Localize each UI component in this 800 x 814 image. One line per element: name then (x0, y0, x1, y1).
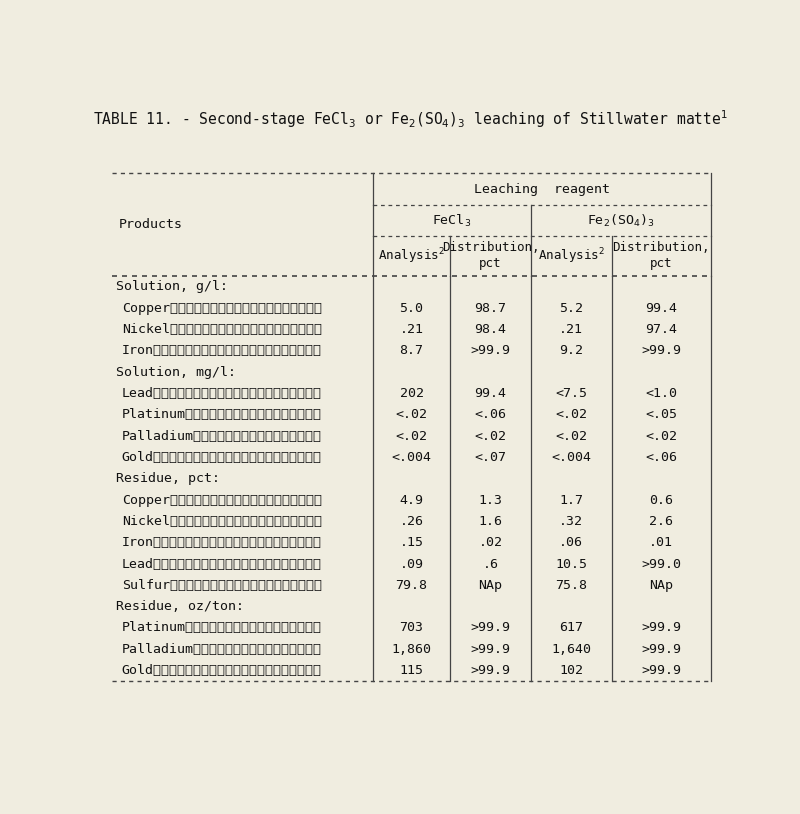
Text: 98.4: 98.4 (474, 323, 506, 336)
Text: 1.6: 1.6 (478, 515, 502, 528)
Text: Platinum․․․․․․․․․․․․․․․․․: Platinum․․․․․․․․․․․․․․․․․ (122, 409, 322, 422)
Text: Platinum․․․․․․․․․․․․․․․․․: Platinum․․․․․․․․․․․․․․․․․ (122, 621, 322, 634)
Text: >99.0: >99.0 (641, 558, 681, 571)
Text: >99.9: >99.9 (470, 664, 510, 677)
Text: 98.7: 98.7 (474, 302, 506, 315)
Text: <1.0: <1.0 (645, 387, 677, 400)
Text: .26: .26 (399, 515, 423, 528)
Text: .15: .15 (399, 536, 423, 549)
Text: 5.0: 5.0 (399, 302, 423, 315)
Text: Lead․․․․․․․․․․․․․․․․․․․․․: Lead․․․․․․․․․․․․․․․․․․․․․ (122, 558, 322, 571)
Text: >99.9: >99.9 (641, 344, 681, 357)
Text: Copper․․․․․․․․․․․․․․․․․․․: Copper․․․․․․․․․․․․․․․․․․․ (122, 302, 322, 315)
Text: Residue, oz/ton:: Residue, oz/ton: (115, 600, 243, 613)
Text: 0.6: 0.6 (649, 493, 673, 506)
Text: .21: .21 (399, 323, 423, 336)
Text: FeCl$_3$: FeCl$_3$ (432, 212, 471, 229)
Text: 617: 617 (559, 621, 583, 634)
Text: Distribution,
pct: Distribution, pct (612, 242, 710, 270)
Text: .32: .32 (559, 515, 583, 528)
Text: 8.7: 8.7 (399, 344, 423, 357)
Text: 2.6: 2.6 (649, 515, 673, 528)
Text: Palladium․․․․․․․․․․․․․․․․: Palladium․․․․․․․․․․․․․․․․ (122, 430, 322, 443)
Text: 1.3: 1.3 (478, 493, 502, 506)
Text: 102: 102 (559, 664, 583, 677)
Text: Solution, mg/l:: Solution, mg/l: (115, 365, 235, 379)
Text: Iron․․․․․․․․․․․․․․․․․․․․․: Iron․․․․․․․․․․․․․․․․․․․․․ (122, 344, 322, 357)
Text: .21: .21 (559, 323, 583, 336)
Text: Lead․․․․․․․․․․․․․․․․․․․․․: Lead․․․․․․․․․․․․․․․․․․․․․ (122, 387, 322, 400)
Text: Solution, g/l:: Solution, g/l: (115, 281, 227, 294)
Text: Nickel․․․․․․․․․․․․․․․․․․․: Nickel․․․․․․․․․․․․․․․․․․․ (122, 323, 322, 336)
Text: .09: .09 (399, 558, 423, 571)
Text: 9.2: 9.2 (559, 344, 583, 357)
Text: >99.9: >99.9 (641, 621, 681, 634)
Text: <.02: <.02 (645, 430, 677, 443)
Text: Analysis$^2$: Analysis$^2$ (538, 246, 605, 265)
Text: Fe$_2$(SO$_4$)$_3$: Fe$_2$(SO$_4$)$_3$ (587, 212, 654, 229)
Text: 703: 703 (399, 621, 423, 634)
Text: <.02: <.02 (474, 430, 506, 443)
Text: .06: .06 (559, 536, 583, 549)
Text: 79.8: 79.8 (395, 579, 427, 592)
Text: Distribution,
pct: Distribution, pct (442, 242, 539, 270)
Text: Gold․․․․․․․․․․․․․․․․․․․․․: Gold․․․․․․․․․․․․․․․․․․․․․ (122, 664, 322, 677)
Text: <.07: <.07 (474, 451, 506, 464)
Text: >99.9: >99.9 (470, 344, 510, 357)
Text: Sulfur․․․․․․․․․․․․․․․․․․․: Sulfur․․․․․․․․․․․․․․․․․․․ (122, 579, 322, 592)
Text: 99.4: 99.4 (645, 302, 677, 315)
Text: 99.4: 99.4 (474, 387, 506, 400)
Text: Leaching  reagent: Leaching reagent (474, 182, 610, 195)
Text: .6: .6 (482, 558, 498, 571)
Text: .01: .01 (649, 536, 673, 549)
Text: 5.2: 5.2 (559, 302, 583, 315)
Text: >99.9: >99.9 (470, 643, 510, 656)
Text: Products: Products (118, 218, 182, 231)
Text: 1,860: 1,860 (391, 643, 431, 656)
Text: Nickel․․․․․․․․․․․․․․․․․․․: Nickel․․․․․․․․․․․․․․․․․․․ (122, 515, 322, 528)
Text: <.06: <.06 (474, 409, 506, 422)
Text: 10.5: 10.5 (555, 558, 587, 571)
Text: 202: 202 (399, 387, 423, 400)
Text: >99.9: >99.9 (641, 643, 681, 656)
Text: Residue, pct:: Residue, pct: (115, 472, 219, 485)
Text: >99.9: >99.9 (470, 621, 510, 634)
Text: <.02: <.02 (395, 430, 427, 443)
Text: <.004: <.004 (391, 451, 431, 464)
Text: Gold․․․․․․․․․․․․․․․․․․․․․: Gold․․․․․․․․․․․․․․․․․․․․․ (122, 451, 322, 464)
Text: TABLE 11. - Second-stage FeCl$_3$ or Fe$_2$(SO$_4$)$_3$ leaching of Stillwater m: TABLE 11. - Second-stage FeCl$_3$ or Fe$… (93, 109, 727, 130)
Text: 4.9: 4.9 (399, 493, 423, 506)
Text: Copper․․․․․․․․․․․․․․․․․․․: Copper․․․․․․․․․․․․․․․․․․․ (122, 493, 322, 506)
Text: 115: 115 (399, 664, 423, 677)
Text: Iron․․․․․․․․․․․․․․․․․․․․․: Iron․․․․․․․․․․․․․․․․․․․․․ (122, 536, 322, 549)
Text: Palladium․․․․․․․․․․․․․․․․: Palladium․․․․․․․․․․․․․․․․ (122, 643, 322, 656)
Text: NAp: NAp (649, 579, 673, 592)
Text: <.05: <.05 (645, 409, 677, 422)
Text: 97.4: 97.4 (645, 323, 677, 336)
Text: <.02: <.02 (555, 430, 587, 443)
Text: <7.5: <7.5 (555, 387, 587, 400)
Text: <.02: <.02 (395, 409, 427, 422)
Text: <.06: <.06 (645, 451, 677, 464)
Text: >99.9: >99.9 (641, 664, 681, 677)
Text: <.02: <.02 (555, 409, 587, 422)
Text: 1,640: 1,640 (551, 643, 591, 656)
Text: 75.8: 75.8 (555, 579, 587, 592)
Text: Analysis$^2$: Analysis$^2$ (378, 246, 445, 265)
Text: 1.7: 1.7 (559, 493, 583, 506)
Text: <.004: <.004 (551, 451, 591, 464)
Text: .02: .02 (478, 536, 502, 549)
Text: NAp: NAp (478, 579, 502, 592)
